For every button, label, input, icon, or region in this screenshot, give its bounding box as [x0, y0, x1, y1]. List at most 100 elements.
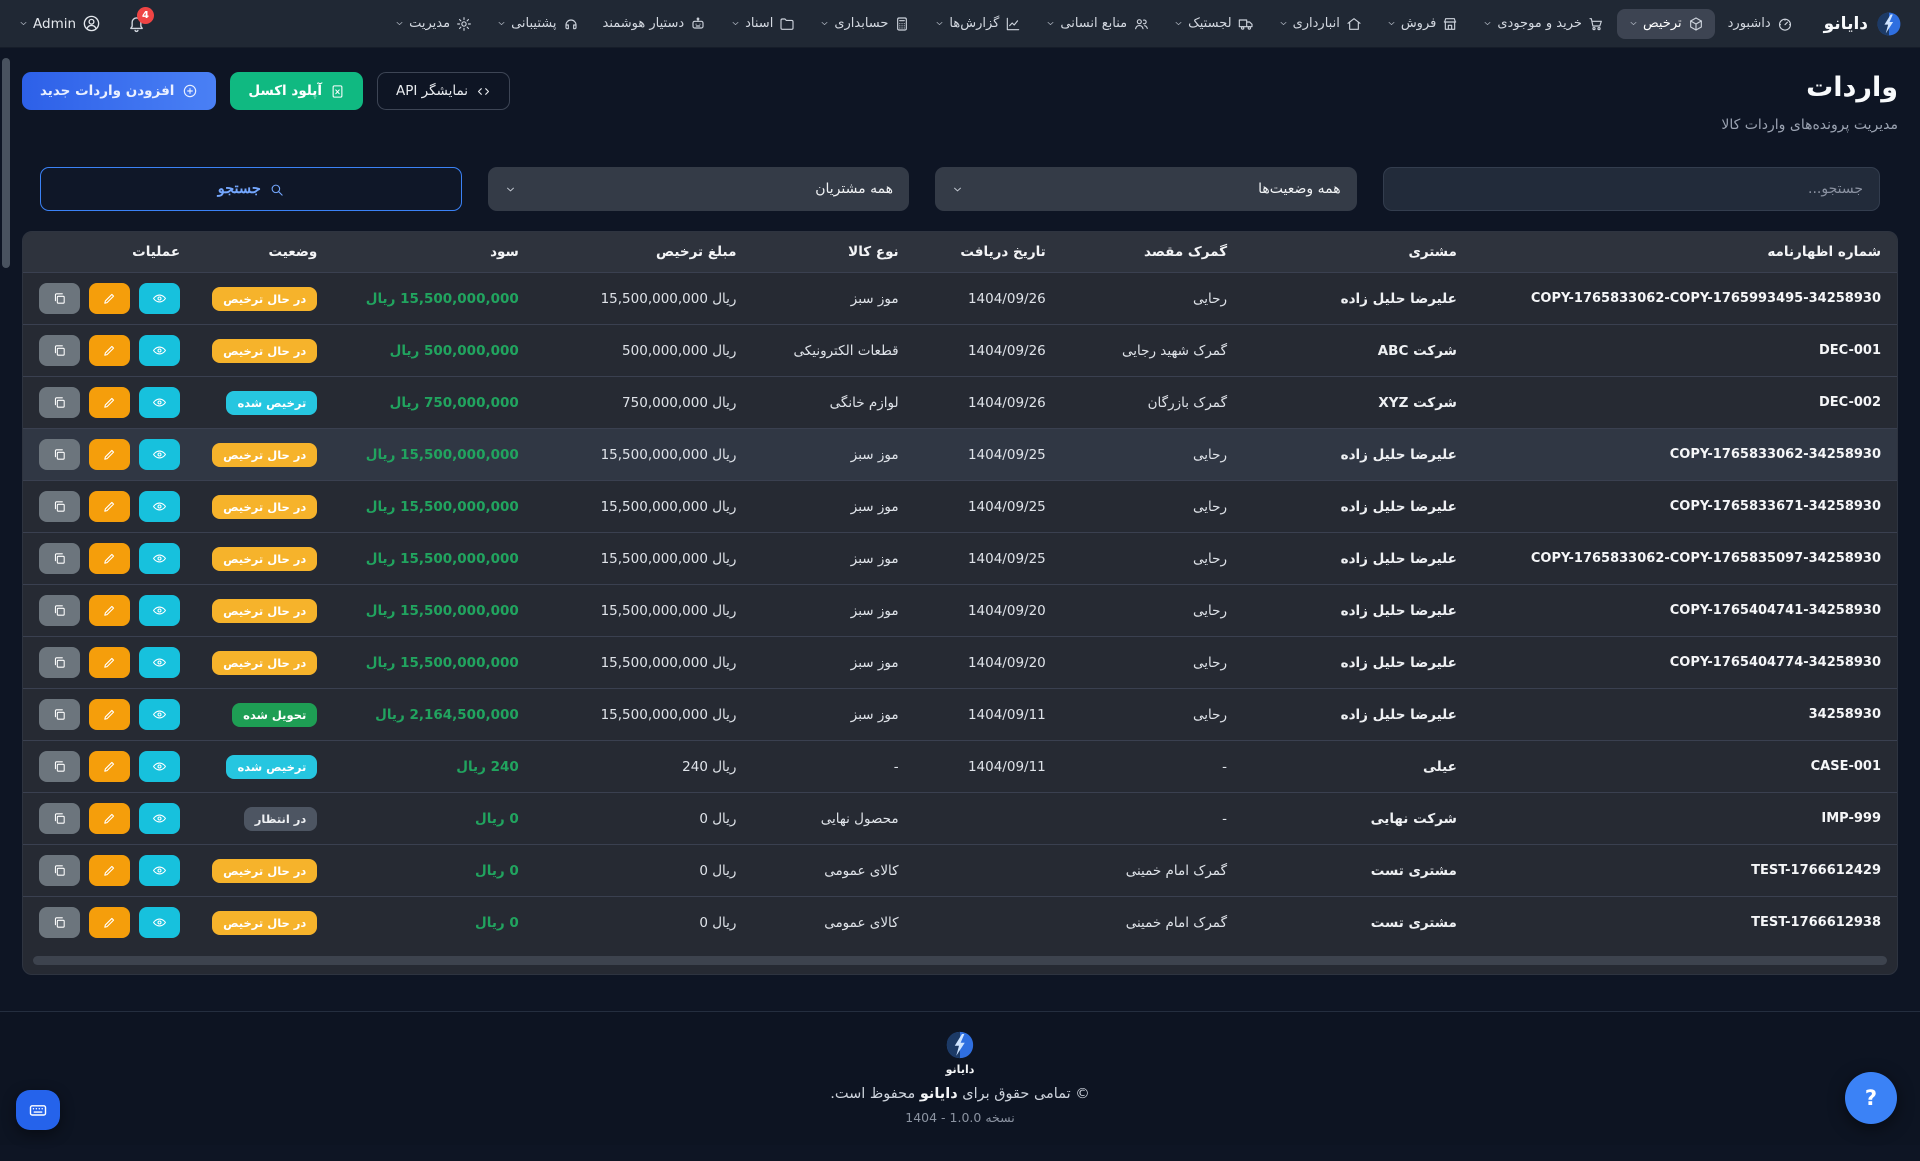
edit-button[interactable]: [89, 751, 130, 782]
nav-item-people[interactable]: منابع انسانی: [1034, 9, 1160, 39]
status-filter-value: همه وضعیت‌ها: [1258, 181, 1340, 197]
copy-button[interactable]: [39, 335, 80, 366]
package-icon: [1688, 16, 1704, 32]
copy-button[interactable]: [39, 855, 80, 886]
edit-button[interactable]: [89, 699, 130, 730]
copy-button[interactable]: [39, 595, 80, 626]
folder-icon: [779, 16, 795, 32]
view-button[interactable]: [139, 699, 180, 730]
scrollbar-thumb[interactable]: [2, 58, 10, 268]
copy-button[interactable]: [39, 439, 80, 470]
filters-bar: همه وضعیت‌ها همه مشتریان جستجو: [22, 167, 1898, 211]
edit-button[interactable]: [89, 595, 130, 626]
copy-button[interactable]: [39, 751, 80, 782]
nav-item-cart[interactable]: خرید و موجودی: [1471, 9, 1615, 39]
edit-button[interactable]: [89, 803, 130, 834]
customer-filter-select[interactable]: همه مشتریان: [488, 167, 910, 211]
view-button[interactable]: [139, 595, 180, 626]
copy-button[interactable]: [39, 283, 80, 314]
view-button[interactable]: [139, 751, 180, 782]
search-input[interactable]: [1383, 167, 1880, 211]
status-cell: در حال ترخیص: [196, 637, 333, 689]
actions-cell: [23, 377, 196, 429]
declaration-number-cell: COPY-1765833671-34258930: [1473, 481, 1897, 533]
edit-button[interactable]: [89, 543, 130, 574]
copy-button[interactable]: [39, 907, 80, 938]
notifications-button[interactable]: 4: [127, 14, 146, 33]
view-button[interactable]: [139, 491, 180, 522]
column-header: گمرک مقصد: [1062, 232, 1243, 273]
edit-button[interactable]: [89, 855, 130, 886]
chat-widget-button[interactable]: [16, 1090, 60, 1130]
nav-item-label: خرید و موجودی: [1497, 16, 1582, 31]
view-button[interactable]: [139, 335, 180, 366]
view-button[interactable]: [139, 543, 180, 574]
upload-excel-button[interactable]: آپلود اکسل: [230, 72, 363, 110]
view-button[interactable]: [139, 907, 180, 938]
edit-button[interactable]: [89, 387, 130, 418]
table-horizontal-scrollbar[interactable]: [33, 956, 1887, 965]
view-button[interactable]: [139, 283, 180, 314]
status-cell: در حال ترخیص: [196, 325, 333, 377]
brand[interactable]: دایانو: [1824, 11, 1902, 37]
copy-button[interactable]: [39, 647, 80, 678]
copy-button[interactable]: [39, 491, 80, 522]
nav-item-chart[interactable]: گزارش‌ها: [923, 9, 1032, 39]
profit-cell: 15,500,000,000 ریال: [333, 533, 534, 585]
nav-item-robot[interactable]: دستیار هوشمند: [592, 9, 718, 39]
customer-cell: شرکت XYZ: [1243, 377, 1473, 429]
nav-item-truck[interactable]: لجستیک: [1162, 9, 1264, 39]
user-menu[interactable]: Admin: [18, 14, 101, 33]
customer-cell: شرکت نهایی: [1243, 793, 1473, 845]
view-button[interactable]: [139, 803, 180, 834]
view-button[interactable]: [139, 855, 180, 886]
actions-cell: [23, 533, 196, 585]
edit-button[interactable]: [89, 283, 130, 314]
nav-item-calculator[interactable]: حسابداری: [808, 9, 921, 39]
notification-count-badge: 4: [137, 7, 154, 24]
nav-item-label: اسناد: [745, 16, 773, 31]
nav-item-folder[interactable]: اسناد: [719, 9, 806, 39]
api-viewer-button[interactable]: نمایشگر API: [377, 72, 510, 110]
edit-button[interactable]: [89, 491, 130, 522]
edit-button[interactable]: [89, 439, 130, 470]
nav-item-label: لجستیک: [1188, 16, 1231, 31]
cart-icon: [1588, 16, 1604, 32]
nav-item-dashboard[interactable]: داشبورد: [1717, 9, 1804, 39]
search-button[interactable]: جستجو: [40, 167, 462, 211]
customer-cell: علیرضا حلیل زاده: [1243, 585, 1473, 637]
edit-button[interactable]: [89, 647, 130, 678]
help-button[interactable]: ?: [1845, 1072, 1897, 1124]
imports-table: شماره اظهارنامهمشتریگمرک مقصدتاریخ دریاف…: [23, 232, 1897, 949]
nav-item-package[interactable]: ترخیص: [1617, 9, 1715, 39]
copy-button[interactable]: [39, 387, 80, 418]
edit-button[interactable]: [89, 907, 130, 938]
goods-type-cell: -: [752, 741, 914, 793]
clearance-amount-cell: 0 ریال: [535, 793, 753, 845]
column-header: وضعیت: [196, 232, 333, 273]
view-button[interactable]: [139, 647, 180, 678]
edit-button[interactable]: [89, 335, 130, 366]
dashboard-icon: [1777, 16, 1793, 32]
customs-cell: -: [1062, 793, 1243, 845]
customs-cell: رحایی: [1062, 689, 1243, 741]
copy-button[interactable]: [39, 803, 80, 834]
actions-cell: [23, 429, 196, 481]
nav-item-headset[interactable]: پشتیبانی: [485, 9, 589, 39]
receive-date-cell: 1404/09/25: [915, 429, 1062, 481]
copy-button[interactable]: [39, 699, 80, 730]
goods-type-cell: موز سبز: [752, 585, 914, 637]
nav-item-store[interactable]: فروش: [1375, 9, 1470, 39]
add-import-button[interactable]: افزودن واردات جدید: [22, 72, 216, 110]
view-button[interactable]: [139, 387, 180, 418]
status-cell: در حال ترخیص: [196, 897, 333, 949]
nav-item-warehouse[interactable]: انبارداری: [1267, 9, 1373, 39]
receive-date-cell: 1404/09/26: [915, 325, 1062, 377]
view-button[interactable]: [139, 439, 180, 470]
imports-table-card: شماره اظهارنامهمشتریگمرک مقصدتاریخ دریاف…: [22, 231, 1898, 975]
nav-item-gear[interactable]: مدیریت: [383, 9, 483, 39]
copy-button[interactable]: [39, 543, 80, 574]
search-icon: [269, 182, 284, 197]
chevron-down-icon: [1278, 18, 1289, 29]
status-filter-select[interactable]: همه وضعیت‌ها: [935, 167, 1357, 211]
